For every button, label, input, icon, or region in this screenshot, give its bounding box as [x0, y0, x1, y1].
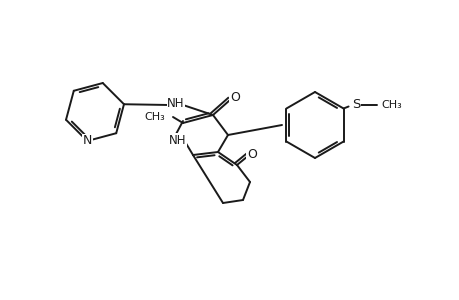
Text: NH: NH — [169, 134, 186, 146]
Text: O: O — [246, 148, 257, 160]
Text: CH₃: CH₃ — [381, 100, 402, 110]
Text: N: N — [82, 134, 92, 148]
Text: S: S — [352, 98, 360, 111]
Text: CH₃: CH₃ — [144, 112, 165, 122]
Text: O: O — [230, 91, 240, 103]
Text: NH: NH — [167, 97, 185, 110]
